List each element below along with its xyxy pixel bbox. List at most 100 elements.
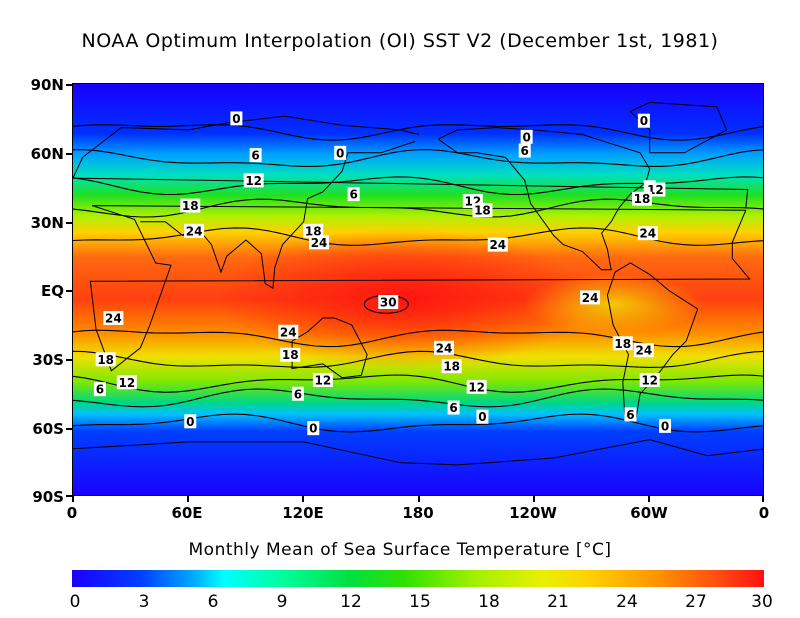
contour-label: 18 <box>612 336 633 351</box>
y-tick <box>66 222 72 224</box>
y-tick <box>66 153 72 155</box>
contour-label: 0 <box>334 145 347 160</box>
svg-text:24: 24 <box>489 238 506 252</box>
contour-label: 12 <box>312 372 333 387</box>
x-label-0-end: 0 <box>758 504 770 522</box>
contour-label: 12 <box>639 372 660 387</box>
y-tick <box>66 428 72 430</box>
svg-text:18: 18 <box>443 360 460 374</box>
svg-text:12: 12 <box>118 376 135 390</box>
sst-map: 0000666612121218181818242424243024242424… <box>72 83 764 496</box>
y-tick <box>66 84 72 86</box>
svg-text:6: 6 <box>251 149 259 163</box>
y-tick <box>66 359 72 361</box>
contour-label: 24 <box>184 223 205 238</box>
contour-label: 12 <box>116 375 137 390</box>
contour-label: 24 <box>309 235 330 250</box>
svg-text:18: 18 <box>182 199 199 213</box>
coastline <box>73 115 749 208</box>
contour-label: 6 <box>93 382 106 397</box>
contour-label: 0 <box>637 113 650 128</box>
x-label-0: 0 <box>66 504 78 522</box>
contour-label: 30 <box>378 294 399 309</box>
contour-label: 12 <box>243 173 264 188</box>
svg-text:30: 30 <box>380 295 397 309</box>
contour-label: 18 <box>280 347 301 362</box>
colorbar-label: 30 <box>751 592 773 612</box>
colorbar-title: Monthly Mean of Sea Surface Temperature … <box>188 540 612 560</box>
contour-label: 18 <box>303 223 324 238</box>
contour-label: 6 <box>291 386 304 401</box>
svg-text:6: 6 <box>521 144 529 158</box>
contour-label: 0 <box>230 111 243 126</box>
svg-text:24: 24 <box>311 236 328 250</box>
cold-tongue <box>523 274 703 334</box>
contour-label: 6 <box>447 400 460 415</box>
svg-text:18: 18 <box>282 348 299 362</box>
contour-label: 18 <box>472 203 493 218</box>
coastline <box>437 127 651 271</box>
y-tick <box>66 495 72 497</box>
contour-label: 24 <box>637 226 658 241</box>
contour-label: 6 <box>624 407 637 422</box>
svg-text:6: 6 <box>294 387 302 401</box>
y-label-60s: 60S <box>32 420 64 438</box>
contour-label: 24 <box>580 290 601 305</box>
svg-text:0: 0 <box>478 410 486 424</box>
x-label-120e: 120E <box>282 504 324 522</box>
y-label-30n: 30N <box>30 214 64 232</box>
x-tick <box>648 496 650 502</box>
svg-text:6: 6 <box>626 408 634 422</box>
y-tick <box>66 290 72 292</box>
svg-text:6: 6 <box>96 383 104 397</box>
svg-text:12: 12 <box>315 373 332 387</box>
x-tick <box>533 496 535 502</box>
colorbar-label: 3 <box>138 592 150 612</box>
svg-text:24: 24 <box>436 341 453 355</box>
contour-label: 24 <box>487 237 508 252</box>
colorbar-label: 27 <box>685 592 707 612</box>
svg-text:0: 0 <box>661 419 669 433</box>
x-label-60e: 60E <box>171 504 203 522</box>
svg-text:0: 0 <box>336 146 344 160</box>
svg-text:18: 18 <box>97 353 114 367</box>
colorbar-label: 15 <box>409 592 431 612</box>
contour-label: 24 <box>103 311 124 326</box>
svg-text:18: 18 <box>474 204 491 218</box>
coastline <box>89 205 751 372</box>
x-tick <box>302 496 304 502</box>
svg-text:18: 18 <box>634 192 651 206</box>
contour-label: 18 <box>180 198 201 213</box>
colorbar-label: 24 <box>616 592 638 612</box>
x-label-60w: 60W <box>630 504 668 522</box>
colorbar <box>72 570 764 587</box>
coastline <box>73 439 763 466</box>
colorbar-label: 21 <box>547 592 569 612</box>
svg-text:0: 0 <box>232 112 240 126</box>
y-label-90s: 90S <box>32 488 64 506</box>
contour-label: 6 <box>347 187 360 202</box>
x-label-120w: 120W <box>509 504 557 522</box>
contour-label: 12 <box>466 379 487 394</box>
svg-text:24: 24 <box>186 224 203 238</box>
svg-text:0: 0 <box>309 422 317 436</box>
svg-text:12: 12 <box>641 373 658 387</box>
svg-text:18: 18 <box>305 224 322 238</box>
svg-text:12: 12 <box>468 380 485 394</box>
svg-text:0: 0 <box>186 415 194 429</box>
svg-text:24: 24 <box>636 344 653 358</box>
y-label-60n: 60N <box>30 145 64 163</box>
y-label-eq: EQ <box>41 282 64 300</box>
colorbar-label: 12 <box>340 592 362 612</box>
svg-text:24: 24 <box>582 291 599 305</box>
x-tick <box>72 496 74 502</box>
contour-label: 24 <box>433 340 454 355</box>
x-tick <box>762 496 764 502</box>
isotherm-line <box>73 388 763 408</box>
x-tick <box>418 496 420 502</box>
svg-text:6: 6 <box>449 401 457 415</box>
coastline <box>291 317 368 379</box>
x-tick <box>187 496 189 502</box>
svg-text:18: 18 <box>614 337 631 351</box>
colorbar-label: 18 <box>478 592 500 612</box>
